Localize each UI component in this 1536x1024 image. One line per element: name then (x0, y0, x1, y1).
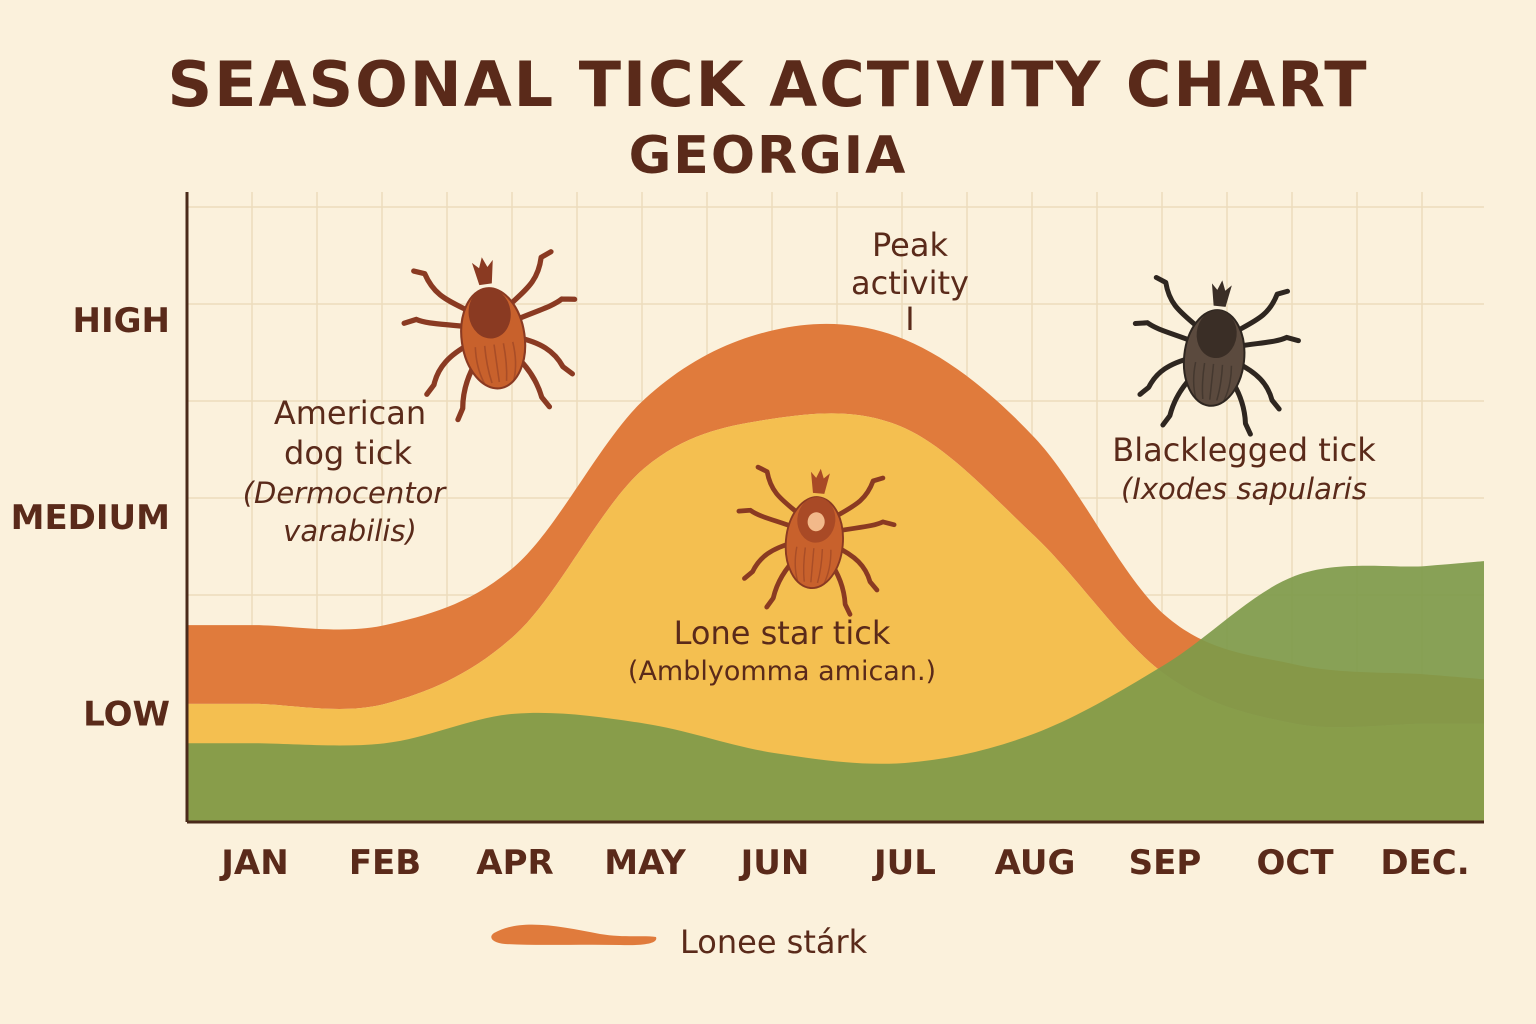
tick-ridge (810, 548, 815, 583)
chart-subtitle: GEORGIA (628, 126, 908, 186)
x-tick-label: OCT (1256, 843, 1334, 883)
y-tick-label: MEDIUM (11, 498, 170, 538)
tick-ridge (816, 548, 824, 584)
tick-ridge (483, 345, 493, 384)
peak-annotation: Peak activity I (851, 226, 969, 338)
blacklegged-tick-icon (1132, 274, 1301, 437)
lone-star-tick-icon (736, 464, 897, 617)
tick-shield (1196, 310, 1237, 359)
tick-leg (1235, 334, 1301, 349)
black-line-1: Blacklegged tick (1112, 431, 1376, 469)
tick-ridge (802, 547, 807, 582)
black-line-2: (Ixodes sapularis (1121, 472, 1367, 506)
tick-ridge (1201, 362, 1206, 400)
tick-ridge (1209, 363, 1215, 400)
dog-line-3: (Dermocentor (243, 476, 448, 510)
axes (185, 192, 1484, 824)
tick-leg (1132, 320, 1197, 345)
x-tick-label: DEC. (1380, 843, 1469, 883)
x-tick-label: JUL (872, 843, 936, 883)
tick-leg (511, 296, 578, 324)
tick-ridge (502, 343, 508, 382)
legend-label: Lonee stárk (680, 923, 868, 961)
tick-shield (468, 288, 511, 339)
x-tick-label: JUN (739, 843, 810, 883)
peak-line-3: I (905, 300, 914, 338)
lone-line-2: (Amblyomma amican.) (628, 656, 936, 687)
blacklegged-annotation: Blacklegged tick (Ixodes sapularis (1112, 431, 1376, 506)
tick-ridge (511, 341, 517, 381)
legend-swatch (491, 924, 657, 946)
tick-ridge (823, 549, 832, 584)
tick-ridge (493, 344, 501, 383)
dog-line-1: American (274, 394, 426, 432)
peak-line-1: Peak (872, 226, 948, 264)
chart-title: SEASONAL TICK ACTIVITY CHART (167, 48, 1369, 121)
lone-star-annotation: Lone star tick (Amblyomma amican.) (628, 614, 936, 687)
x-tick-label: FEB (349, 843, 421, 883)
tick-ridge (1192, 361, 1197, 399)
y-tick-labels: LOW MEDIUM HIGH (11, 301, 170, 735)
tick-leg (411, 268, 473, 315)
tick-mouthparts (811, 468, 830, 494)
x-tick-label: MAY (604, 843, 686, 883)
lone-star-spot (807, 512, 825, 532)
x-tick-label: APR (476, 843, 553, 883)
legend: Lonee stárk (491, 923, 868, 961)
dog-line-2: dog tick (284, 434, 412, 472)
peak-line-2: activity (851, 264, 969, 302)
tick-ridge (1223, 365, 1233, 402)
tick-leg (1232, 288, 1291, 335)
y-tick-label: HIGH (73, 301, 170, 341)
tick-mouthparts (1211, 280, 1232, 307)
y-tick-label: LOW (83, 695, 170, 735)
x-tick-label: AUG (995, 843, 1076, 883)
dog-line-4: varabilis) (283, 514, 417, 548)
x-tick-label: JAN (219, 843, 288, 883)
dog-tick-annotation: American dog tick (Dermocentor varabilis… (243, 394, 448, 548)
american-dog-tick-icon (401, 249, 578, 423)
x-tick-labels: JAN FEB APR MAY JUN JUL AUG SEP OCT DEC. (219, 843, 1469, 883)
tick-ridge (794, 546, 799, 582)
series-blacklegged-tick (187, 561, 1484, 822)
tick-leg (1153, 274, 1202, 331)
lone-line-1: Lone star tick (674, 614, 891, 652)
tick-ridge (474, 347, 486, 385)
x-tick-label: SEP (1129, 843, 1202, 883)
tick-mouthparts (471, 257, 493, 286)
tick-ridge (1216, 364, 1224, 401)
series-areas (187, 323, 1484, 822)
series-american-dog-tick (187, 323, 1484, 728)
tick-leg (401, 316, 471, 330)
